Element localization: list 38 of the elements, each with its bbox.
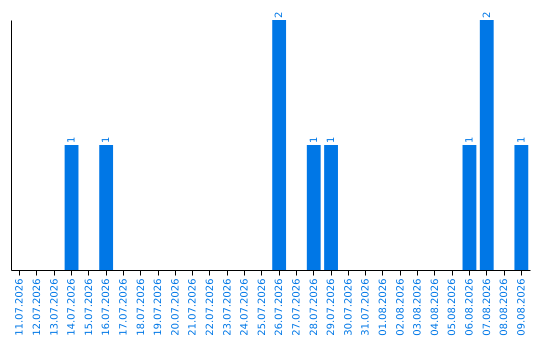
data-label: 1	[66, 136, 78, 143]
x-tick-label: 27.07.2026	[291, 278, 302, 336]
x-tick-label: 14.07.2026	[66, 278, 78, 336]
x-tick-label: 26.07.2026	[274, 278, 286, 336]
x-tick-label: 16.07.2026	[101, 278, 112, 336]
x-tick-label: 30.07.2026	[343, 278, 354, 336]
x-tick-label: 22.07.2026	[204, 278, 216, 336]
x-tick-label: 31.07.2026	[360, 278, 372, 336]
x-tick-label: 23.07.2026	[222, 278, 234, 336]
x-tick-label: 29.07.2026	[326, 278, 338, 336]
data-label: 1	[464, 136, 476, 143]
x-tick-label: 08.08.2026	[499, 278, 510, 336]
x-tick-label: 06.08.2026	[464, 278, 476, 336]
x-tick-label: 21.07.2026	[188, 278, 199, 336]
x-tick-label: 18.07.2026	[136, 278, 147, 336]
x-tick-label: 09.08.2026	[516, 278, 528, 336]
x-tick-label: 13.07.2026	[49, 278, 60, 336]
data-label: 1	[516, 136, 528, 143]
data-label: 1	[326, 136, 338, 143]
x-tick-label: 12.07.2026	[32, 278, 43, 336]
data-label: 1	[101, 136, 112, 143]
x-tick-label: 04.08.2026	[430, 278, 441, 336]
x-tick-label: 03.08.2026	[412, 278, 424, 336]
x-tick-label: 11.07.2026	[14, 278, 26, 336]
x-tick-label: 24.07.2026	[240, 278, 251, 336]
data-label: 2	[482, 12, 493, 18]
x-tick-label: 01.08.2026	[378, 278, 389, 336]
x-tick-label: 07.08.2026	[482, 278, 493, 336]
data-label: 1	[308, 136, 320, 143]
data-label: 2	[274, 12, 286, 18]
x-tick-label: 20.07.2026	[170, 278, 182, 336]
x-tick-label: 02.08.2026	[395, 278, 406, 336]
x-tick-label: 19.07.2026	[153, 278, 164, 336]
x-tick-label: 25.07.2026	[256, 278, 268, 336]
x-tick-label: 05.08.2026	[447, 278, 458, 336]
x-tick-label: 15.07.2026	[84, 278, 95, 336]
x-tick-label: 17.07.2026	[118, 278, 130, 336]
x-tick-label: 28.07.2026	[308, 278, 320, 336]
